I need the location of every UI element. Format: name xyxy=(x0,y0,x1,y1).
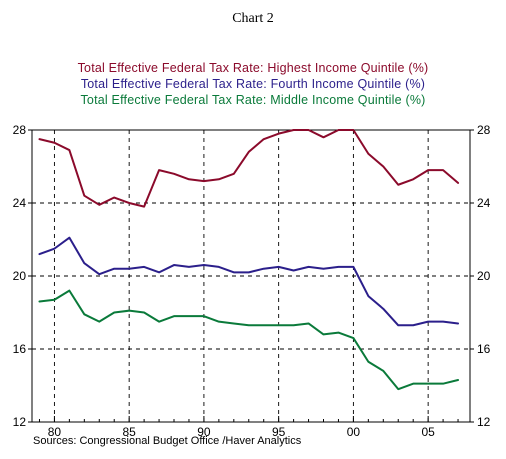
y-tick-label-right: 16 xyxy=(477,342,491,356)
y-tick-label-left: 24 xyxy=(13,196,27,210)
x-tick-label: 95 xyxy=(272,425,286,439)
axis-ticks: 12 12 16 16 20 20 24 24 28 28 80 85 90 95 00 05 xyxy=(13,123,491,439)
y-tick-label-right: 20 xyxy=(477,269,491,283)
legend-entry-middle-quintile: Total Effective Federal Tax Rate: Middle… xyxy=(80,93,425,107)
series-line-1 xyxy=(38,236,460,327)
x-tick-label: 05 xyxy=(421,425,435,439)
legend-entry-fourth-quintile: Total Effective Federal Tax Rate: Fourth… xyxy=(81,77,425,91)
x-tick-label: 85 xyxy=(122,425,136,439)
y-tick-label-left: 12 xyxy=(13,415,27,429)
grid xyxy=(32,130,470,422)
y-tick-label-left: 28 xyxy=(13,123,27,137)
y-tick-label-right: 28 xyxy=(477,123,491,137)
series-line-2 xyxy=(38,289,460,391)
x-tick-label: 00 xyxy=(347,425,361,439)
series-lines xyxy=(38,129,460,391)
y-tick-label-left: 20 xyxy=(13,269,27,283)
source-note: Sources: Congressional Budget Office /Ha… xyxy=(33,435,302,447)
legend-entry-highest-quintile: Total Effective Federal Tax Rate: Highes… xyxy=(78,61,429,75)
series-line-0 xyxy=(38,129,460,208)
y-tick-label-right: 12 xyxy=(477,415,491,429)
y-tick-label-left: 16 xyxy=(13,342,27,356)
chart-title: Chart 2 xyxy=(232,11,274,26)
y-tick-label-right: 24 xyxy=(477,196,491,210)
x-tick-label: 80 xyxy=(48,425,62,439)
x-tick-label: 90 xyxy=(197,425,211,439)
